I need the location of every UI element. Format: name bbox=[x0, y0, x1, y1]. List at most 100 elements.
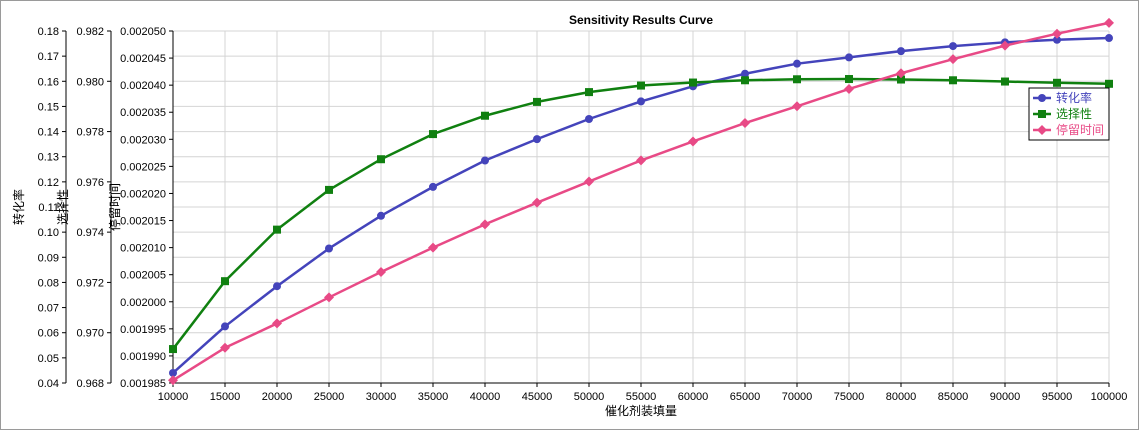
y-tick-label-y1: 0.11 bbox=[38, 202, 59, 214]
data-point bbox=[792, 101, 802, 112]
data-point bbox=[741, 76, 749, 85]
y-axis-title-y2: 选择性 bbox=[56, 189, 70, 225]
x-tick-label: 45000 bbox=[522, 391, 553, 403]
y-tick-label-y2: 0.974 bbox=[76, 227, 104, 239]
data-point bbox=[585, 115, 593, 123]
axes: 10000 15000 20000 25000 30000 35000 40000 45000… bbox=[11, 26, 1127, 403]
legend-label: 转化率 bbox=[1056, 90, 1092, 105]
data-point bbox=[325, 185, 333, 194]
y-tick-label-y2: 0.976 bbox=[76, 177, 104, 189]
y-tick-label-y3: 0.002025 bbox=[120, 161, 166, 173]
data-point bbox=[637, 81, 645, 90]
y-tick-label-y3: 0.002010 bbox=[120, 243, 166, 255]
y-tick-label-y1: 0.04 bbox=[38, 378, 59, 390]
data-point bbox=[221, 277, 229, 286]
data-point bbox=[897, 75, 905, 84]
y-tick-label-y3: 0.002045 bbox=[120, 53, 166, 65]
x-tick-label: 80000 bbox=[886, 391, 917, 403]
y-tick-label-y2: 0.978 bbox=[76, 127, 104, 139]
y-tick-label-y3: 0.002000 bbox=[120, 297, 166, 309]
legend-marker bbox=[1038, 94, 1046, 102]
y-tick-label-y3: 0.002035 bbox=[120, 107, 166, 119]
y-tick-label-y1: 0.14 bbox=[38, 127, 59, 139]
series-3 bbox=[168, 17, 1114, 386]
y-tick-label-y1: 0.05 bbox=[38, 353, 59, 365]
data-point bbox=[1053, 78, 1061, 87]
data-point bbox=[376, 266, 386, 277]
legend-marker bbox=[1038, 110, 1046, 118]
y-tick-label-y3: 0.001985 bbox=[120, 378, 166, 390]
data-point bbox=[585, 88, 593, 97]
y-axis-title-y1: 转化率 bbox=[11, 189, 26, 225]
data-point bbox=[793, 75, 801, 84]
data-point bbox=[532, 197, 542, 208]
y-tick-label-y1: 0.06 bbox=[38, 328, 59, 340]
y-tick-label-y3: 0.002050 bbox=[120, 26, 166, 38]
data-point bbox=[1104, 17, 1114, 28]
x-tick-label: 15000 bbox=[210, 391, 241, 403]
data-point bbox=[1105, 79, 1113, 88]
y-tick-label-y1: 0.13 bbox=[38, 152, 59, 164]
y-tick-label-y1: 0.15 bbox=[38, 101, 59, 113]
data-point bbox=[481, 111, 489, 120]
data-point bbox=[636, 155, 646, 166]
y-tick-label-y3: 0.002030 bbox=[120, 134, 166, 146]
x-tick-label: 70000 bbox=[782, 391, 813, 403]
x-axis-title: 催化剂装填量 bbox=[605, 403, 677, 418]
data-point bbox=[844, 83, 854, 94]
data-point bbox=[273, 282, 281, 291]
data-point bbox=[845, 53, 853, 62]
x-tick-label: 40000 bbox=[470, 391, 501, 403]
x-tick-label: 25000 bbox=[314, 391, 345, 403]
data-point bbox=[1052, 28, 1062, 39]
y-tick-label-y3: 0.002005 bbox=[120, 270, 166, 282]
data-point bbox=[324, 292, 334, 303]
data-point bbox=[481, 156, 489, 165]
data-point bbox=[896, 68, 906, 79]
x-tick-label: 65000 bbox=[730, 391, 761, 403]
series-group bbox=[168, 17, 1114, 386]
chart-title: Sensitivity Results Curve bbox=[569, 13, 713, 27]
data-point bbox=[637, 97, 645, 106]
data-point bbox=[689, 78, 697, 87]
y-tick-label-y1: 0.12 bbox=[38, 177, 59, 189]
data-point bbox=[220, 342, 230, 353]
data-point bbox=[949, 42, 957, 51]
data-point bbox=[533, 97, 541, 106]
data-point bbox=[793, 59, 801, 68]
series-1 bbox=[169, 34, 1113, 377]
legend-label: 选择性 bbox=[1056, 107, 1092, 121]
x-tick-label: 85000 bbox=[938, 391, 969, 403]
y-tick-label-y2: 0.980 bbox=[76, 76, 104, 88]
x-tick-label: 90000 bbox=[990, 391, 1021, 403]
x-tick-label: 10000 bbox=[158, 391, 189, 403]
x-tick-label: 20000 bbox=[262, 391, 293, 403]
y-tick-label-y3: 0.002040 bbox=[120, 80, 166, 92]
x-tick-label: 75000 bbox=[834, 391, 865, 403]
y-tick-label-y1: 0.08 bbox=[38, 277, 59, 289]
x-tick-label: 60000 bbox=[678, 391, 709, 403]
data-point bbox=[1001, 77, 1009, 86]
y-axis-title-y3: 停留时间 bbox=[107, 183, 122, 231]
data-point bbox=[948, 54, 958, 65]
y-tick-label-y2: 0.968 bbox=[76, 378, 104, 390]
legend-label: 停留时间 bbox=[1056, 122, 1104, 137]
data-point bbox=[1053, 35, 1061, 44]
y-tick-label-y1: 0.07 bbox=[38, 303, 59, 315]
y-tick-label-y3: 0.002015 bbox=[120, 216, 166, 228]
y-tick-label-y3: 0.001990 bbox=[120, 351, 166, 363]
data-point bbox=[1105, 34, 1113, 43]
data-point bbox=[377, 211, 385, 220]
y-tick-label-y2: 0.970 bbox=[76, 328, 104, 340]
y-tick-label-y2: 0.982 bbox=[76, 26, 104, 38]
data-point bbox=[221, 322, 229, 331]
y-tick-label-y1: 0.09 bbox=[38, 252, 59, 264]
data-point bbox=[740, 118, 750, 129]
data-point bbox=[429, 182, 437, 191]
x-tick-label: 50000 bbox=[574, 391, 605, 403]
legend-marker bbox=[1037, 125, 1047, 135]
data-point bbox=[533, 135, 541, 144]
x-tick-label: 55000 bbox=[626, 391, 657, 403]
